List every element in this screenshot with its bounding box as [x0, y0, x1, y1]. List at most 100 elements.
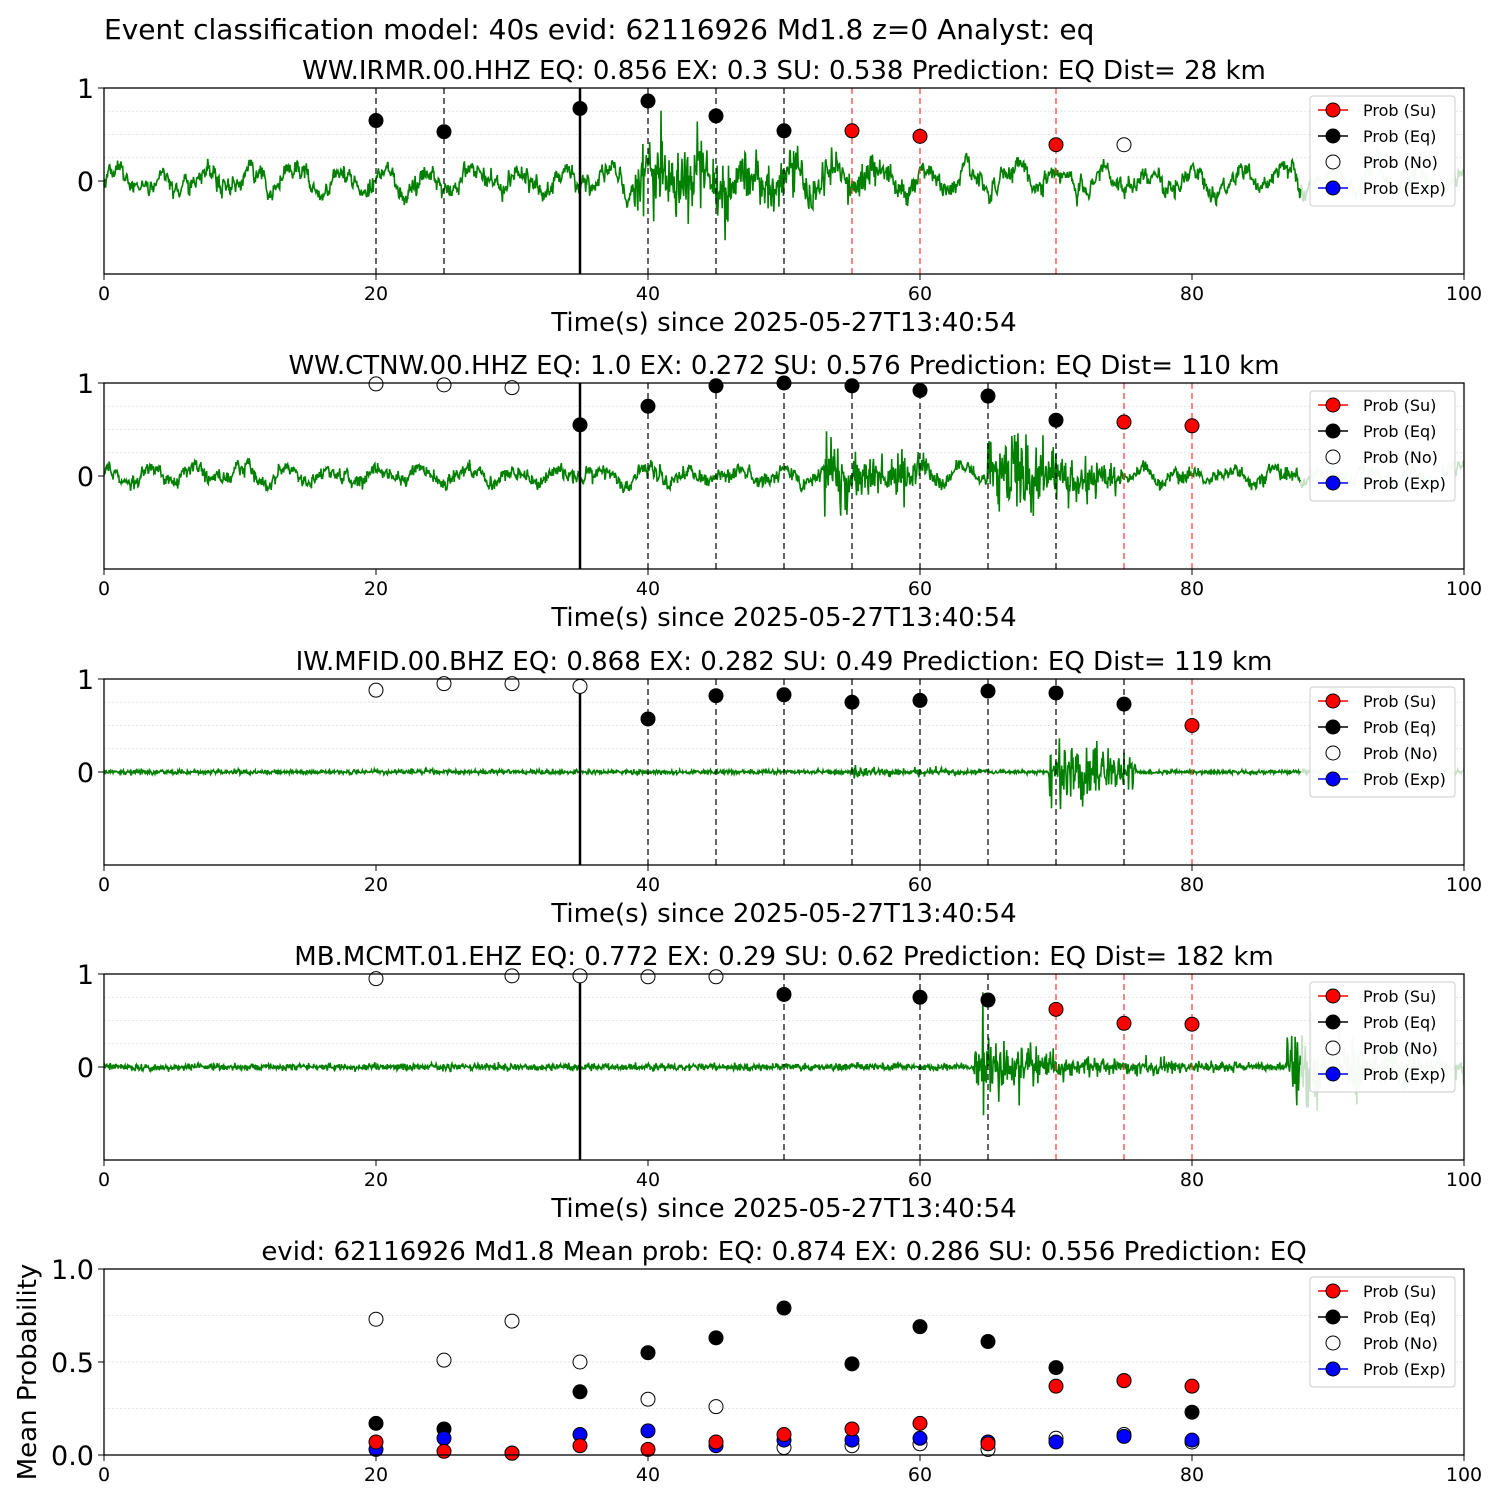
mean-point-eq: [912, 1319, 928, 1335]
prob-point-no: [436, 377, 452, 393]
prob-point-no: [436, 676, 452, 692]
prob-point-no: [504, 968, 520, 984]
legend-marker-no: [1325, 1335, 1341, 1351]
legend-label: Prob (Exp): [1363, 179, 1446, 198]
legend-label: Prob (Exp): [1363, 474, 1446, 493]
x-tick-label: 100: [1446, 1169, 1482, 1191]
legend-label: Prob (Su): [1363, 101, 1436, 120]
legend: Prob (Su) Prob (Eq) Prob (No) Prob (Exp): [1309, 686, 1456, 798]
prob-point-eq: [776, 123, 792, 139]
x-tick-label: 60: [908, 578, 932, 600]
prob-point-no: [504, 380, 520, 396]
legend: Prob (Su) Prob (Eq) Prob (No) Prob (Exp): [1309, 95, 1456, 207]
x-axis-label: Time(s) since 2025-05-27T13:40:54: [550, 308, 1016, 338]
mean-point-su: [1048, 1378, 1064, 1394]
x-axis-label: Time(s) since 2025-05-27T13:40:54: [550, 603, 1016, 633]
mean-point-exp: [1116, 1428, 1132, 1444]
x-tick-label: 60: [908, 1464, 932, 1486]
mean-point-su: [368, 1434, 384, 1450]
prob-point-eq: [640, 398, 656, 414]
x-tick-label: 100: [1446, 874, 1482, 896]
prob-point-eq: [436, 124, 452, 140]
legend-label: Prob (Eq): [1363, 127, 1436, 146]
panel-4: MB.MCMT.01.EHZ EQ: 0.772 EX: 0.29 SU: 0.…: [77, 942, 1482, 1224]
legend-marker-no: [1325, 1040, 1341, 1056]
x-tick-label: 20: [364, 1464, 388, 1486]
y-tick-label: 0: [77, 758, 94, 789]
legend-box: [1309, 95, 1456, 207]
x-tick-label: 60: [908, 874, 932, 896]
mean-point-no: [572, 1354, 588, 1370]
mean-point-no: [640, 1391, 656, 1407]
legend-label: Prob (Su): [1363, 692, 1436, 711]
prob-point-su: [1184, 418, 1200, 434]
panel-5: evid: 62116926 Md1.8 Mean prob: EQ: 0.87…: [13, 1237, 1482, 1486]
mean-point-eq: [640, 1345, 656, 1361]
legend-marker-eq: [1325, 423, 1341, 439]
prob-point-eq: [1048, 685, 1064, 701]
x-tick-label: 40: [636, 578, 660, 600]
mean-point-exp: [436, 1430, 452, 1446]
prob-point-eq: [368, 113, 384, 129]
mean-point-su: [708, 1434, 724, 1450]
legend-label: Prob (No): [1363, 1039, 1438, 1058]
y-tick-label: 0: [77, 462, 94, 493]
x-tick-label: 40: [636, 874, 660, 896]
x-tick-label: 40: [636, 283, 660, 305]
prob-point-eq: [912, 989, 928, 1005]
prob-point-su: [1116, 414, 1132, 430]
legend-label: Prob (Exp): [1363, 1360, 1446, 1379]
legend-marker-su: [1325, 693, 1341, 709]
prob-point-no: [504, 676, 520, 692]
y-tick-label: 0: [77, 1053, 94, 1084]
prob-point-no: [368, 971, 384, 987]
panel-title: evid: 62116926 Md1.8 Mean prob: EQ: 0.87…: [261, 1237, 1306, 1267]
x-tick-label: 60: [908, 1169, 932, 1191]
prob-point-eq: [1048, 412, 1064, 428]
waveform-trace: [103, 738, 1302, 810]
mean-point-exp: [912, 1430, 928, 1446]
mean-point-su: [980, 1436, 996, 1452]
prob-point-eq: [708, 378, 724, 394]
mean-point-exp: [640, 1423, 656, 1439]
y-tick-label: 0.0: [51, 1441, 94, 1472]
legend-marker-eq: [1325, 128, 1341, 144]
legend-label: Prob (Exp): [1363, 1065, 1446, 1084]
prob-point-su: [1116, 1015, 1132, 1031]
mean-point-eq: [1048, 1360, 1064, 1376]
legend-label: Prob (Exp): [1363, 770, 1446, 789]
legend-marker-eq: [1325, 1014, 1341, 1030]
x-tick-label: 0: [98, 283, 110, 305]
legend-marker-su: [1325, 102, 1341, 118]
legend-marker-no: [1325, 745, 1341, 761]
legend-box: [1309, 390, 1456, 502]
prob-point-no: [572, 968, 588, 984]
x-tick-label: 80: [1180, 1169, 1204, 1191]
legend-marker-exp: [1325, 475, 1341, 491]
panel-title: WW.IRMR.00.HHZ EQ: 0.856 EX: 0.3 SU: 0.5…: [302, 56, 1266, 86]
prob-point-su: [912, 128, 928, 144]
prob-point-eq: [912, 382, 928, 398]
prob-point-no: [368, 376, 384, 392]
prob-point-eq: [980, 992, 996, 1008]
legend-label: Prob (No): [1363, 1334, 1438, 1353]
y-tick-label: 1: [77, 369, 94, 400]
prob-point-eq: [912, 692, 928, 708]
mean-point-no: [504, 1313, 520, 1329]
legend-label: Prob (No): [1363, 744, 1438, 763]
x-axis-label: Time(s) since 2025-05-27T13:40:54: [550, 899, 1016, 929]
x-tick-label: 0: [98, 1169, 110, 1191]
prob-point-su: [1184, 718, 1200, 733]
legend-marker-su: [1325, 988, 1341, 1004]
mean-point-no: [436, 1352, 452, 1368]
legend-marker-no: [1325, 449, 1341, 465]
x-tick-label: 0: [98, 874, 110, 896]
waveform-trace: [103, 431, 1302, 517]
prob-point-eq: [572, 100, 588, 116]
legend-marker-exp: [1325, 180, 1341, 196]
waveform-trace: [103, 992, 1302, 1116]
prob-point-eq: [844, 378, 860, 394]
panel-title: MB.MCMT.01.EHZ EQ: 0.772 EX: 0.29 SU: 0.…: [294, 942, 1273, 972]
prob-point-eq: [708, 108, 724, 124]
legend-label: Prob (Su): [1363, 987, 1436, 1006]
